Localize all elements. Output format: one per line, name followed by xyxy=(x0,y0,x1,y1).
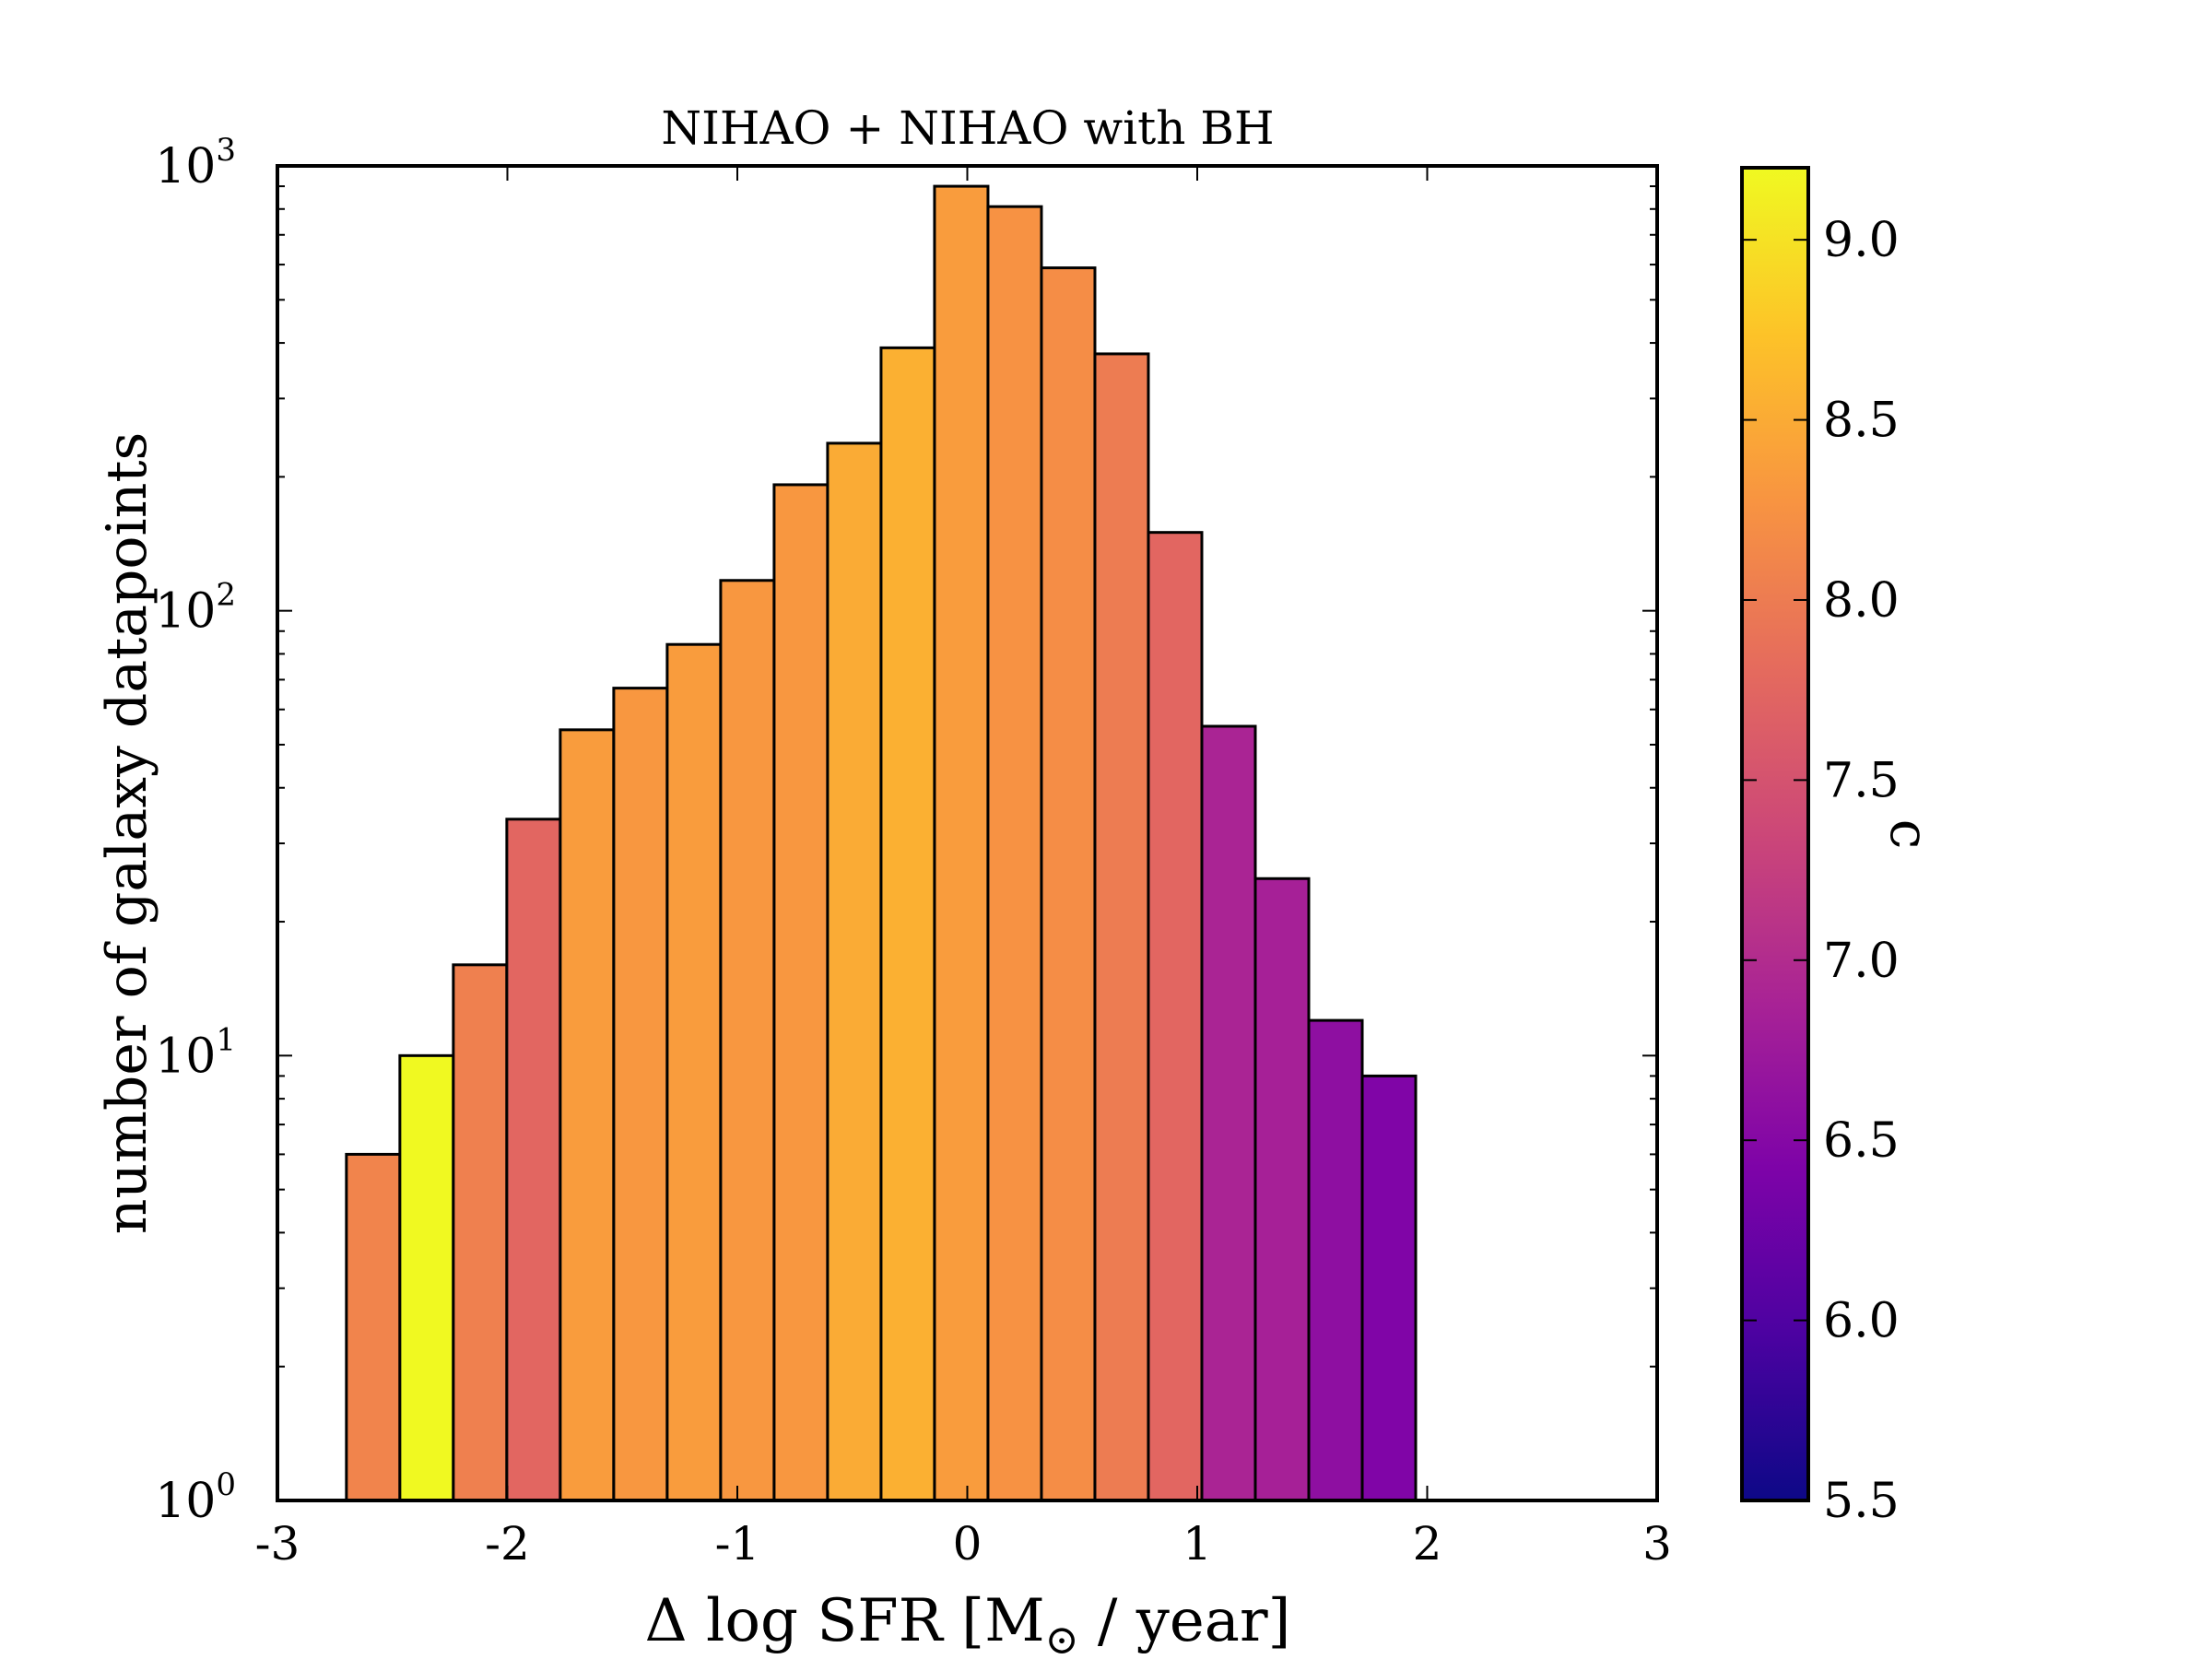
y-tick-label: 103 xyxy=(155,132,236,194)
x-tick-labels: -3 -2 -1 0 1 2 3 xyxy=(255,1517,1672,1571)
bar-13 xyxy=(986,205,1043,1502)
y-tick-label: 100 xyxy=(155,1466,236,1529)
colorbar-ticks: 5.5 6.0 6.5 7.0 7.5 8.0 8.5 9.0 xyxy=(1742,213,1900,1529)
x-axis-label: Δ log SFR [M⊙ / year] xyxy=(644,1587,1290,1659)
colorbar-label: c xyxy=(1878,819,1941,849)
bar-9 xyxy=(772,483,830,1502)
x-tick-label: 0 xyxy=(953,1517,982,1571)
plot-frame xyxy=(276,164,1659,1502)
bar-11 xyxy=(879,346,936,1502)
bar-1 xyxy=(345,1152,402,1502)
chart-title: NIHAO + NIHAO with BH xyxy=(661,101,1274,155)
colorbar-tick-label: 8.0 xyxy=(1823,573,1900,629)
colorbar xyxy=(1740,166,1810,1502)
bar-12 xyxy=(933,184,990,1502)
bar-14 xyxy=(1040,266,1097,1502)
x-tick-label: 2 xyxy=(1413,1517,1442,1571)
colorbar-tick-label: 6.5 xyxy=(1823,1113,1900,1169)
x-axis-label-tail: / year] xyxy=(1079,1587,1291,1655)
y-tick-label: 101 xyxy=(155,1021,236,1084)
x-tick-label: -1 xyxy=(715,1517,760,1571)
x-tick-label: -3 xyxy=(255,1517,300,1571)
bar-7 xyxy=(665,642,723,1502)
bar-2 xyxy=(398,1053,455,1502)
x-tick-label: -2 xyxy=(485,1517,530,1571)
bar-18 xyxy=(1253,877,1311,1502)
x-tick-label: 1 xyxy=(1182,1517,1212,1571)
bar-10 xyxy=(826,441,883,1502)
colorbar-tick-label: 5.5 xyxy=(1823,1474,1900,1529)
bar-5 xyxy=(559,728,616,1502)
bar-16 xyxy=(1147,531,1204,1502)
bar-8 xyxy=(719,579,776,1502)
colorbar-tick-label: 7.0 xyxy=(1823,934,1900,989)
bar-15 xyxy=(1093,352,1150,1502)
colorbar-tick-label: 6.0 xyxy=(1823,1294,1900,1349)
bar-20 xyxy=(1360,1074,1418,1502)
colorbar-tick-label: 9.0 xyxy=(1823,213,1900,268)
x-axis-label-subscript: ⊙ xyxy=(1045,1617,1079,1659)
bar-17 xyxy=(1200,724,1257,1502)
bar-19 xyxy=(1307,1018,1364,1502)
bar-3 xyxy=(452,963,509,1502)
bars-group xyxy=(345,184,1418,1502)
colorbar-tick-label: 7.5 xyxy=(1823,753,1900,808)
bar-4 xyxy=(505,818,562,1502)
colorbar-tick-label: 8.5 xyxy=(1823,394,1900,449)
y-tick-label: 102 xyxy=(155,577,236,640)
y-axis-label: number of galaxy datapoints xyxy=(95,432,159,1235)
x-axis-label-main: Δ log SFR [M xyxy=(644,1587,1044,1655)
bar-6 xyxy=(612,687,669,1502)
y-tick-labels: 100 101 102 103 xyxy=(155,132,236,1529)
x-tick-label: 3 xyxy=(1642,1517,1672,1571)
